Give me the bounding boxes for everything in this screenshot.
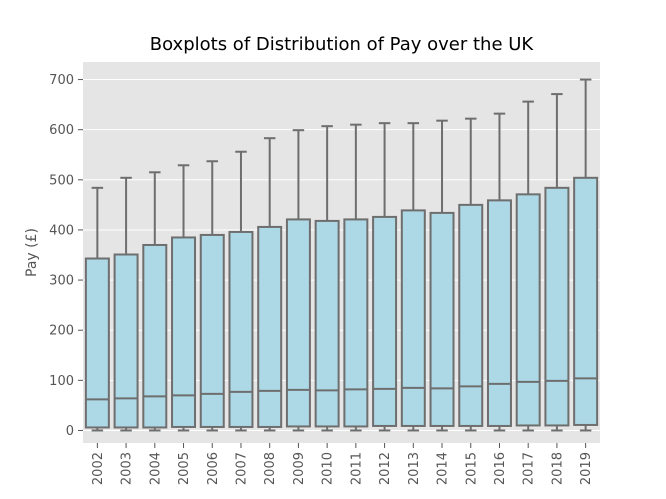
y-tick-label: 200 [49,324,74,339]
chart-title: Boxplots of Distribution of Pay over the… [150,34,535,55]
y-tick-label: 100 [49,374,74,389]
iqr-box [486,199,512,427]
box-2005 [171,164,197,432]
x-tick-label: 2004 [148,452,163,485]
iqr-box [544,186,570,427]
box-2011 [343,123,369,432]
box-2009 [285,129,311,432]
x-tick-label: 2009 [292,452,307,485]
iqr-box [515,193,541,427]
grid-lines [83,79,600,431]
box-2003 [113,176,139,432]
iqr-box [372,215,398,427]
y-tick-label: 400 [49,223,74,238]
x-tick-label: 2010 [321,452,336,485]
iqr-box [285,218,311,428]
axes: 0 100 200 300 400 500 600 700 2002 2003 2004 2005 20… [49,73,594,485]
y-tick-label: 600 [49,123,74,138]
plot-area [83,62,600,443]
iqr-box [113,253,139,429]
iqr-box [228,230,254,428]
x-tick-label: 2013 [407,452,422,485]
box-2019 [573,78,599,432]
iqr-box [142,243,168,429]
box-2014 [429,119,455,432]
y-tick-label: 700 [49,73,74,88]
y-axis-label: Pay (£) [24,228,40,277]
box-2004 [142,171,168,432]
iqr-box [84,257,110,429]
iqr-box [429,211,455,427]
y-tick-label: 0 [66,424,74,439]
x-tick-label: 2018 [550,452,565,485]
y-tick-label: 500 [49,173,74,188]
x-tick-label: 2015 [464,452,479,485]
x-tick-label: 2016 [493,452,508,485]
iqr-box [573,176,599,426]
x-tick-label: 2003 [120,452,135,485]
box-2010 [314,125,340,432]
box-2015 [458,117,484,432]
box-2006 [199,160,225,432]
iqr-box [314,219,340,428]
x-tick-label: 2011 [349,452,364,485]
x-tick-label: 2006 [206,452,221,485]
iqr-box [343,218,369,428]
iqr-box [171,236,197,428]
box-2007 [228,150,254,432]
box-2016 [486,112,512,432]
x-tick-label: 2014 [436,452,451,485]
box-2002 [84,186,110,432]
x-tick-label: 2002 [91,452,106,485]
box-2008 [257,137,283,432]
box-2017 [515,100,541,432]
box-series [84,78,599,432]
box-2012 [372,122,398,432]
x-tick-label: 2019 [579,452,594,485]
x-tick-label: 2012 [378,452,393,485]
x-tick-label: 2007 [234,452,249,485]
x-tick-label: 2017 [522,452,537,485]
y-tick-label: 300 [49,274,74,289]
x-tick-label: 2008 [263,452,278,485]
iqr-box [400,209,426,427]
box-2013 [400,122,426,432]
iqr-box [257,225,283,428]
iqr-box [199,233,225,428]
x-tick-label: 2005 [177,452,192,485]
box-2018 [544,93,570,432]
iqr-box [458,203,484,427]
